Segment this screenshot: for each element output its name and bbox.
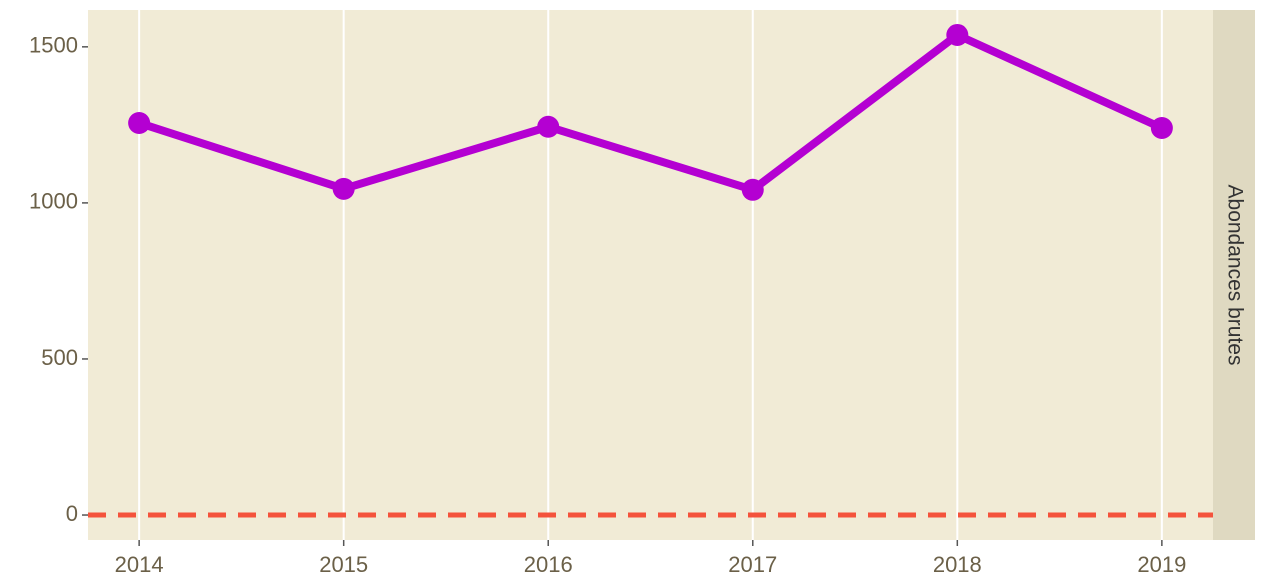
x-tick-label: 2017 — [728, 552, 777, 577]
point — [741, 178, 764, 201]
x-tick-label: 2014 — [115, 552, 164, 577]
facet-label: Abondances brutes — [1223, 185, 1246, 366]
x-tick-label: 2016 — [524, 552, 573, 577]
y-tick-label: 500 — [41, 345, 78, 370]
point — [537, 115, 560, 138]
x-tick-label: 2019 — [1137, 552, 1186, 577]
line — [137, 30, 1164, 194]
x-tick-label: 2015 — [319, 552, 368, 577]
x-tick-label: 2018 — [933, 552, 982, 577]
facet-strip — [1213, 10, 1255, 540]
y-tick-label: 1000 — [29, 189, 78, 214]
point — [332, 177, 355, 200]
point — [128, 111, 151, 134]
point — [1150, 116, 1173, 139]
panel — [88, 10, 1213, 540]
y-tick-label: 1500 — [29, 33, 78, 58]
point — [946, 23, 969, 46]
y-tick-label: 0 — [66, 501, 78, 526]
